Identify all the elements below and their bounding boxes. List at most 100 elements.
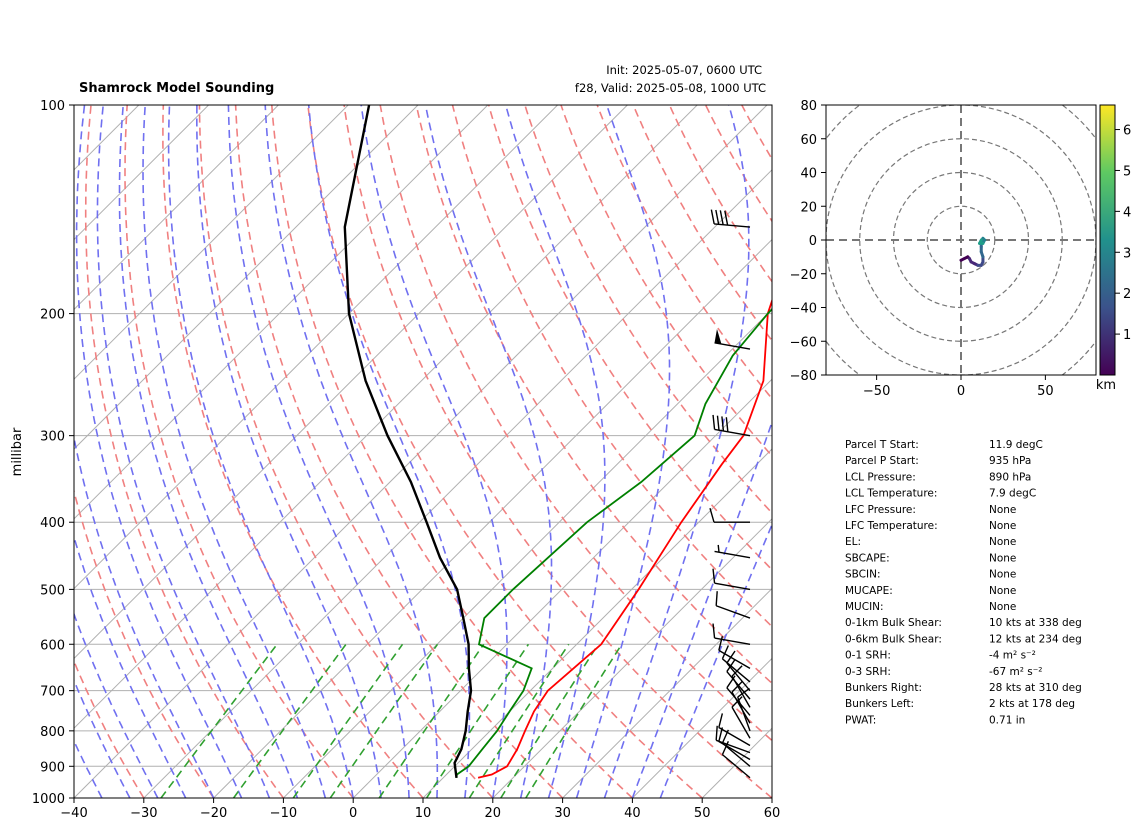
- dry-adiabat: [162, 105, 424, 798]
- parcel-table-label: Parcel T Start:: [845, 439, 919, 451]
- parcel-table-value: 2 kts at 178 deg: [989, 698, 1075, 710]
- barb-half: [717, 544, 720, 553]
- isotherm: [74, 105, 489, 520]
- skewt-profiles: [343, 105, 772, 779]
- moist-adiabat: [603, 105, 750, 798]
- isotherm: [283, 308, 772, 798]
- isotherm: [771, 797, 772, 798]
- hodo-y-tick-label: −20: [790, 268, 817, 283]
- y-tick-label: 200: [40, 308, 65, 323]
- dry-adiabat: [668, 105, 772, 283]
- barb-staff: [714, 223, 751, 228]
- parcel-table-label: 0-6km Bulk Shear:: [845, 633, 942, 645]
- parcel-table-value: None: [989, 520, 1016, 532]
- wind-barb: [709, 508, 750, 523]
- isotherm: [74, 105, 419, 450]
- parcel-table-label: LFC Pressure:: [845, 504, 916, 516]
- parcel-table-label: 0-3 SRH:: [845, 666, 891, 678]
- parcel-table-value: None: [989, 569, 1016, 581]
- dry-adiabat: [451, 105, 772, 628]
- moist-adiabat: [631, 419, 772, 798]
- moist-adiabat: [74, 433, 215, 798]
- barb-staff: [721, 658, 751, 683]
- barb-full: [719, 210, 724, 225]
- x-tick-label: 60: [764, 806, 781, 821]
- parcel-profile: [343, 105, 473, 778]
- barb-staff: [726, 662, 751, 692]
- barb-full: [709, 508, 715, 523]
- parcel-table-label: Bunkers Left:: [845, 698, 914, 710]
- barb-staff: [718, 726, 751, 747]
- chart-title: Shamrock Model Sounding: [79, 81, 274, 96]
- isotherm: [74, 105, 279, 311]
- y-axis-label: millibar: [10, 427, 25, 476]
- parcel-table-label: SBCIN:: [845, 569, 881, 581]
- barb-full: [718, 713, 724, 728]
- parcel-table-label: LCL Pressure:: [845, 471, 916, 483]
- barb-full: [716, 415, 720, 431]
- isotherm: [352, 378, 772, 798]
- x-tick-label: −10: [270, 806, 297, 821]
- barb-full: [712, 568, 716, 584]
- dry-adiabat: [632, 105, 772, 342]
- parcel-table-value: 28 kts at 310 deg: [989, 682, 1082, 694]
- dry-adiabat: [379, 105, 772, 742]
- parcel-table-label: SBCAPE:: [845, 552, 890, 564]
- barb-full: [721, 645, 729, 660]
- temperature-profile: [477, 298, 772, 779]
- parcel-table-value: 890 hPa: [989, 471, 1031, 483]
- hodo-y-tick-label: −60: [790, 335, 817, 350]
- x-tick-label: 40: [624, 806, 641, 821]
- parcel-table-value: 11.9 degC: [989, 439, 1043, 451]
- x-tick-label: −30: [130, 806, 157, 821]
- barb-full: [710, 209, 715, 225]
- moist-adiabat: [167, 105, 354, 798]
- parcel-table-label: PWAT:: [845, 714, 876, 726]
- barb-full: [712, 623, 716, 639]
- dry-adiabat: [74, 488, 215, 798]
- dry-adiabat: [704, 105, 772, 223]
- mixing-ratio-line: [500, 643, 599, 798]
- moist-adiabat: [227, 105, 410, 798]
- parcel-table-value: None: [989, 601, 1016, 613]
- mixing-ratio-line: [160, 643, 278, 798]
- colorbar-ticks: 1 2 3 4 5 6: [1115, 124, 1131, 343]
- barb-staff: [718, 649, 751, 669]
- parcel-table-label: 0-1 SRH:: [845, 650, 891, 662]
- parcel-table-label: EL:: [845, 536, 861, 548]
- wind-barb: [715, 591, 751, 619]
- wind-barb: [718, 713, 751, 747]
- dewpoint-profile: [455, 307, 772, 778]
- barb-full: [724, 210, 729, 226]
- dry-adiabat: [524, 105, 772, 515]
- barb-staff: [715, 739, 751, 754]
- isotherm: [213, 238, 772, 798]
- barb-full: [715, 725, 718, 741]
- x-tick-label: 20: [485, 806, 502, 821]
- y-tick-label: 300: [40, 430, 65, 445]
- moist-adiabat: [575, 105, 671, 798]
- parcel-table-value: 0.71 in: [989, 714, 1025, 726]
- parcel-table-value: -67 m² s⁻²: [989, 666, 1042, 678]
- hodo-y-tick-label: 40: [800, 167, 817, 182]
- wind-barb: [737, 687, 751, 732]
- hodograph-rings: [826, 105, 1096, 375]
- mixing-ratio-line: [232, 643, 347, 798]
- barb-full: [715, 591, 718, 606]
- x-tick-label: 0: [349, 806, 357, 821]
- dry-adiabat: [198, 105, 494, 798]
- wind-barb: [712, 414, 751, 437]
- dry-adiabat: [74, 659, 145, 798]
- mixing-ratio-line: [378, 643, 485, 798]
- colorbar-tick-label: 3: [1123, 246, 1131, 261]
- barb-staff: [714, 637, 751, 645]
- wind-barb: [714, 329, 751, 350]
- colorbar-tick-label: 5: [1123, 164, 1131, 179]
- moist-adiabat: [74, 611, 159, 798]
- colorbar-tick-label: 1: [1123, 328, 1131, 343]
- x-tick-label: 10: [415, 806, 432, 821]
- parcel-table-value: None: [989, 552, 1016, 564]
- colorbar-label: km: [1096, 378, 1116, 393]
- wind-barb: [712, 623, 751, 645]
- hodograph-segment: [978, 238, 983, 245]
